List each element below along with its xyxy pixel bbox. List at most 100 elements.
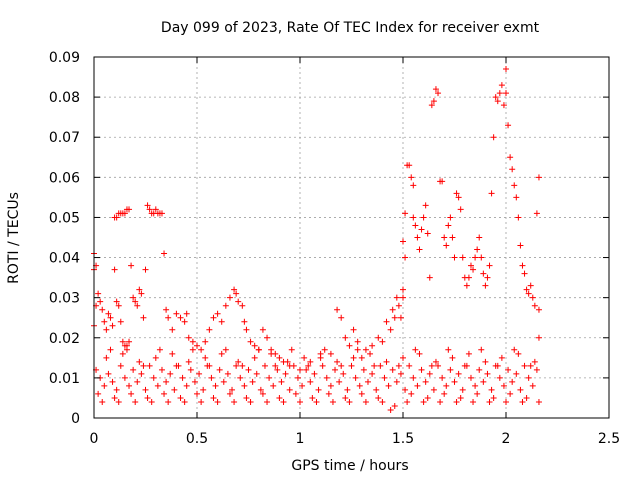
- data-point: [521, 362, 528, 369]
- data-point: [140, 362, 147, 369]
- data-point: [140, 314, 147, 321]
- data-point: [420, 398, 427, 405]
- data-point: [130, 366, 137, 373]
- data-point: [513, 370, 520, 377]
- data-point: [185, 358, 192, 365]
- data-point: [101, 318, 108, 325]
- data-point: [171, 386, 178, 393]
- data-point: [134, 302, 141, 309]
- data-point: [128, 262, 135, 269]
- plot-frame: [93, 56, 610, 419]
- data-point: [383, 358, 390, 365]
- data-point: [231, 398, 238, 405]
- data-point: [189, 338, 196, 345]
- data-point: [327, 382, 334, 389]
- data-point: [146, 206, 153, 213]
- data-point: [519, 262, 526, 269]
- data-point: [163, 306, 170, 313]
- data-point: [301, 354, 308, 361]
- data-point: [414, 234, 421, 241]
- data-point: [515, 350, 522, 357]
- data-point: [503, 90, 509, 97]
- data-point: [315, 386, 322, 393]
- data-point: [531, 358, 538, 365]
- data-point: [356, 382, 363, 389]
- data-point: [486, 398, 493, 405]
- data-point: [426, 274, 433, 281]
- data-point: [439, 178, 446, 185]
- data-point: [109, 378, 116, 385]
- data-point: [515, 214, 522, 221]
- data-point: [189, 346, 196, 353]
- data-point: [358, 354, 365, 361]
- data-point: [400, 286, 406, 293]
- data-point: [348, 362, 355, 369]
- data-point: [229, 386, 236, 393]
- data-point: [132, 298, 139, 305]
- data-point: [334, 358, 341, 365]
- data-point: [443, 382, 450, 389]
- data-point: [99, 398, 106, 405]
- data-point: [439, 374, 446, 381]
- data-point: [307, 358, 314, 365]
- data-point: [126, 206, 133, 213]
- data-point: [391, 314, 398, 321]
- data-point: [183, 382, 190, 389]
- data-point: [132, 398, 139, 405]
- data-point: [387, 326, 394, 333]
- data-point: [467, 374, 474, 381]
- data-point: [418, 366, 425, 373]
- data-point: [249, 378, 256, 385]
- data-point: [490, 394, 497, 401]
- data-point: [101, 382, 108, 389]
- data-point: [453, 190, 460, 197]
- data-point: [523, 286, 530, 293]
- x-tick-label: 0: [90, 431, 99, 447]
- data-point: [449, 354, 456, 361]
- data-point: [126, 382, 133, 389]
- data-point: [325, 390, 332, 397]
- data-point: [350, 326, 357, 333]
- data-point: [373, 386, 380, 393]
- data-point: [342, 394, 349, 401]
- data-point: [259, 326, 266, 333]
- data-point: [274, 366, 281, 373]
- data-point: [270, 382, 277, 389]
- data-point: [158, 366, 165, 373]
- data-point: [278, 378, 285, 385]
- y-tick-label: 0.09: [49, 50, 80, 66]
- data-point: [218, 318, 225, 325]
- data-point: [455, 194, 462, 201]
- data-point: [527, 282, 534, 289]
- data-point: [177, 394, 184, 401]
- data-point: [268, 350, 275, 357]
- data-point: [412, 222, 419, 229]
- data-point: [488, 190, 495, 197]
- data-point: [457, 394, 464, 401]
- data-point: [416, 350, 423, 357]
- data-point: [511, 346, 518, 353]
- data-point: [299, 382, 306, 389]
- data-point: [362, 398, 369, 405]
- data-point: [241, 318, 248, 325]
- data-point: [447, 366, 454, 373]
- data-point: [202, 354, 209, 361]
- data-point: [119, 338, 126, 345]
- data-point: [523, 394, 530, 401]
- data-point: [138, 290, 145, 297]
- data-point: [115, 302, 122, 309]
- data-point: [426, 370, 433, 377]
- data-point: [467, 262, 474, 269]
- data-point: [336, 378, 343, 385]
- data-point: [379, 338, 386, 345]
- data-point: [455, 370, 462, 377]
- data-point: [406, 162, 413, 169]
- data-point: [148, 398, 155, 405]
- data-point: [307, 378, 314, 385]
- data-point: [284, 358, 291, 365]
- data-point: [362, 346, 369, 353]
- data-point: [445, 222, 452, 229]
- data-point: [387, 406, 394, 413]
- data-point: [513, 194, 520, 201]
- data-point: [367, 350, 374, 357]
